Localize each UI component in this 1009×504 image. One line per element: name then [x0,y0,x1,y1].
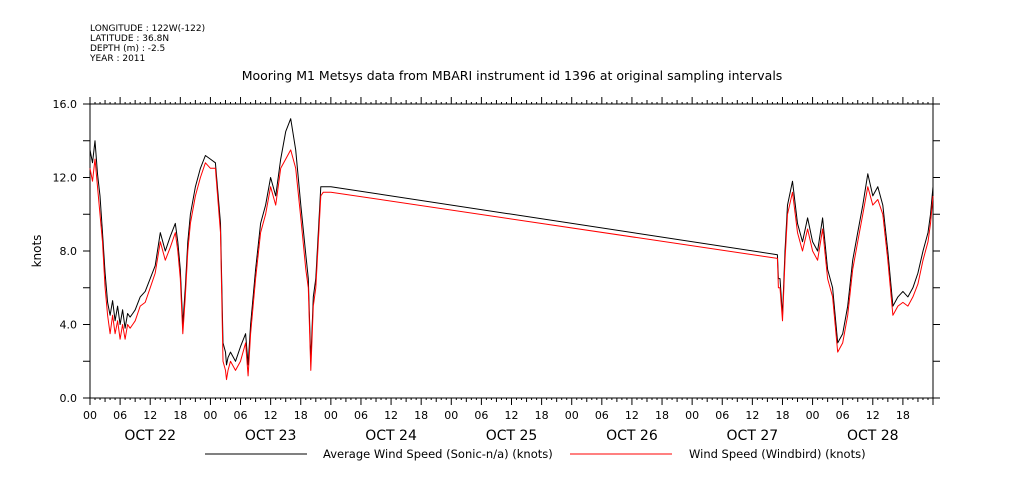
metadata-year: YEAR : 2011 [89,54,145,64]
y-tick-label: 0.0 [60,392,78,405]
x-tick-label: 18 [414,409,428,422]
x-tick-label: 00 [806,409,820,422]
x-tick-label: 12 [264,409,278,422]
y-axis-label: knots [30,235,44,268]
x-tick-label: 12 [625,409,639,422]
day-label: OCT 22 [124,428,176,444]
x-tick-label: 06 [715,409,729,422]
x-tick-label: 12 [505,409,519,422]
x-tick-label: 00 [83,409,97,422]
legend: Average Wind Speed (Sonic-n/a) (knots) W… [205,447,866,461]
y-tick-label: 8.0 [60,245,78,258]
legend-label-windbird: Wind Speed (Windbird) (knots) [689,447,866,461]
x-tick-labels: 00 06 12 18 00 06 12 18 00 06 12 18 00 06 12 18 00 06 12 18… [83,409,910,422]
series-line-1 [89,149,934,381]
x-tick-label: 06 [474,409,488,422]
day-label: OCT 25 [486,428,538,444]
day-labels: OCT 22 OCT 23 OCT 24 OCT 25 OCT 26 OCT 27 OCT … [124,428,898,444]
day-label: OCT 23 [245,428,297,444]
x-tick-label: 12 [143,409,157,422]
day-label: OCT 27 [727,428,779,444]
x-tick-label: 18 [294,409,308,422]
x-tick-label: 12 [384,409,398,422]
plot-frame [89,103,934,399]
chart-title: Mooring M1 Metsys data from MBARI instru… [242,68,783,83]
metadata-longitude: LONGITUDE : 122W(-122) [90,24,205,34]
x-tick-label: 00 [685,409,699,422]
axis-ticks [83,97,940,405]
series-line-0 [89,118,934,366]
y-tick-label: 16.0 [53,98,78,111]
x-tick-label: 18 [896,409,910,422]
metadata-latitude: LATITUDE : 36.8N [90,34,169,44]
metadata-depth: DEPTH (m) : -2.5 [90,44,165,54]
day-label: OCT 26 [606,428,658,444]
x-tick-label: 18 [655,409,669,422]
x-tick-label: 18 [173,409,187,422]
x-tick-label: 06 [234,409,248,422]
y-tick-label: 12.0 [53,172,78,185]
x-tick-label: 00 [444,409,458,422]
x-tick-label: 06 [595,409,609,422]
x-tick-label: 18 [535,409,549,422]
x-tick-label: 12 [745,409,759,422]
x-tick-label: 12 [866,409,880,422]
series-group [89,118,934,381]
x-tick-label: 06 [113,409,127,422]
x-tick-label: 00 [324,409,338,422]
x-tick-label: 00 [203,409,217,422]
x-tick-label: 06 [836,409,850,422]
y-tick-labels: 0.0 4.0 8.0 12.0 16.0 [53,98,78,405]
metadata-block: LONGITUDE : 122W(-122) LATITUDE : 36.8N … [89,24,205,64]
x-tick-label: 18 [775,409,789,422]
x-tick-label: 06 [354,409,368,422]
legend-label-average-wind: Average Wind Speed (Sonic-n/a) (knots) [323,447,553,461]
x-tick-label: 00 [565,409,579,422]
day-label: OCT 28 [847,428,899,444]
y-tick-label: 4.0 [60,319,78,332]
day-label: OCT 24 [365,428,417,444]
